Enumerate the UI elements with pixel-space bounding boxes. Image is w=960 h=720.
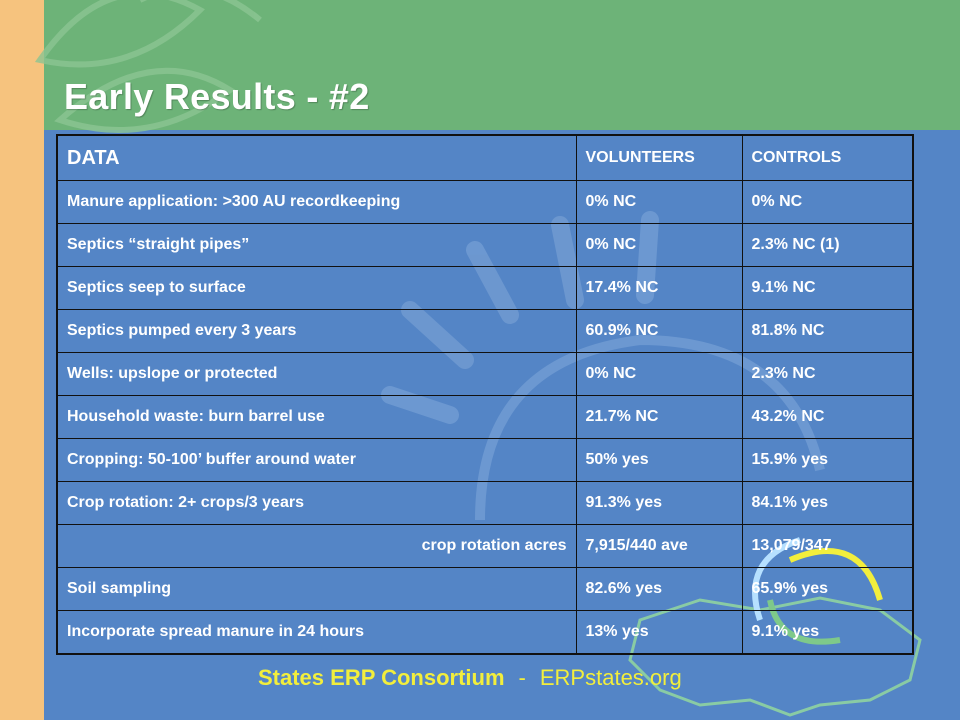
results-table: DATA VOLUNTEERS CONTROLS Manure applicat… — [56, 134, 914, 655]
row-label: Septics “straight pipes” — [56, 223, 577, 267]
row-label: Incorporate spread manure in 24 hours — [56, 610, 577, 655]
table-row: Household waste: burn barrel use 21.7% N… — [56, 395, 914, 439]
controls-value: 9.1% NC — [741, 266, 914, 310]
volunteers-value: 50% yes — [575, 438, 743, 482]
table-row: Soil sampling 82.6% yes 65.9% yes — [56, 567, 914, 611]
volunteers-value: 91.3% yes — [575, 481, 743, 525]
volunteers-value: 7,915/440 ave — [575, 524, 743, 568]
table-row: Septics “straight pipes” 0% NC 2.3% NC (… — [56, 223, 914, 267]
controls-value: 2.3% NC (1) — [741, 223, 914, 267]
row-label: Cropping: 50-100’ buffer around water — [56, 438, 577, 482]
row-label: Septics pumped every 3 years — [56, 309, 577, 353]
table-row: Crop rotation: 2+ crops/3 years 91.3% ye… — [56, 481, 914, 525]
row-label: Crop rotation: 2+ crops/3 years — [56, 481, 577, 525]
slide-title: Early Results - #2 — [64, 76, 370, 117]
table-row: Septics seep to surface 17.4% NC 9.1% NC — [56, 266, 914, 310]
table-header-row: DATA VOLUNTEERS CONTROLS — [56, 134, 914, 181]
footer: States ERP Consortium - ERPstates.org — [258, 665, 682, 691]
table-row: Manure application: >300 AU recordkeepin… — [56, 180, 914, 224]
table-row: Cropping: 50-100’ buffer around water 50… — [56, 438, 914, 482]
row-label: Soil sampling — [56, 567, 577, 611]
volunteers-value: 0% NC — [575, 352, 743, 396]
controls-value: 65.9% yes — [741, 567, 914, 611]
volunteers-value: 13% yes — [575, 610, 743, 655]
left-accent-strip — [0, 0, 44, 720]
row-label: Wells: upslope or protected — [56, 352, 577, 396]
controls-value: 15.9% yes — [741, 438, 914, 482]
footer-organization: States ERP Consortium — [258, 665, 505, 690]
row-label: Septics seep to surface — [56, 266, 577, 310]
controls-value: 81.8% NC — [741, 309, 914, 353]
volunteers-value: 0% NC — [575, 223, 743, 267]
controls-value: 13,079/347 — [741, 524, 914, 568]
volunteers-value: 21.7% NC — [575, 395, 743, 439]
volunteers-value: 0% NC — [575, 180, 743, 224]
table-row: Incorporate spread manure in 24 hours 13… — [56, 610, 914, 655]
controls-value: 2.3% NC — [741, 352, 914, 396]
footer-website: ERPstates.org — [539, 665, 682, 690]
row-label: crop rotation acres — [56, 524, 577, 568]
table-row: Septics pumped every 3 years 60.9% NC 81… — [56, 309, 914, 353]
row-label: Household waste: burn barrel use — [56, 395, 577, 439]
header-data: DATA — [56, 134, 577, 181]
footer-separator: - — [518, 665, 526, 690]
controls-value: 9.1% yes — [741, 610, 914, 655]
row-label: Manure application: >300 AU recordkeepin… — [56, 180, 577, 224]
header-controls: CONTROLS — [741, 134, 914, 181]
volunteers-value: 60.9% NC — [575, 309, 743, 353]
controls-value: 43.2% NC — [741, 395, 914, 439]
table-row: Wells: upslope or protected 0% NC 2.3% N… — [56, 352, 914, 396]
volunteers-value: 82.6% yes — [575, 567, 743, 611]
volunteers-value: 17.4% NC — [575, 266, 743, 310]
header-volunteers: VOLUNTEERS — [575, 134, 743, 181]
table-row: crop rotation acres 7,915/440 ave 13,079… — [56, 524, 914, 568]
controls-value: 0% NC — [741, 180, 914, 224]
controls-value: 84.1% yes — [741, 481, 914, 525]
